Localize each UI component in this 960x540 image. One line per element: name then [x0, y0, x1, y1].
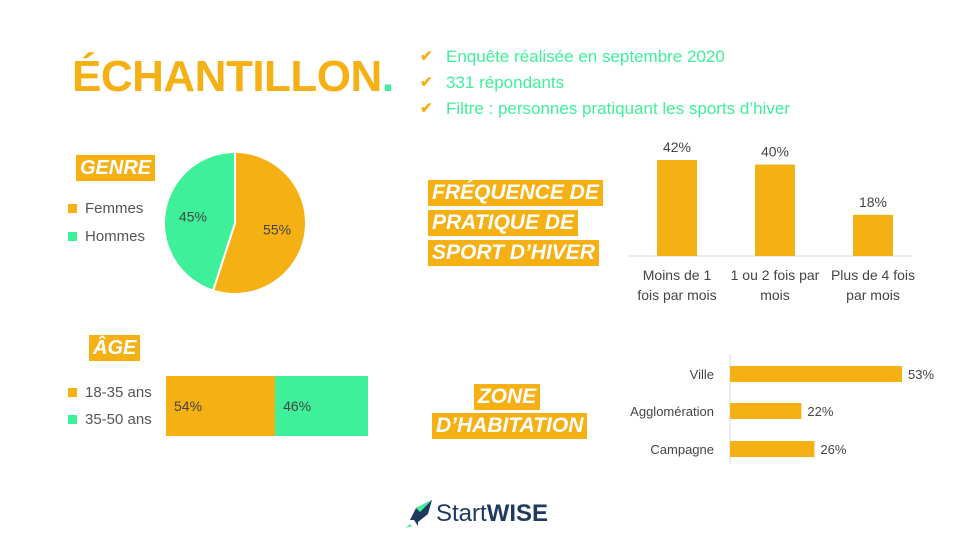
zone-bar: [730, 366, 902, 382]
pie-data-label: 55%: [263, 222, 291, 238]
legend-swatch: [68, 415, 77, 424]
survey-info-text: Filtre : personnes pratiquant les sports…: [446, 99, 790, 118]
frequence-bar-chart: 42% 40% 18% Moins de 1 fois par mois 1 o…: [628, 139, 915, 303]
frequence-heading-line: PRATIQUE DE: [428, 210, 578, 236]
page-title: ÉCHANTILLON.: [72, 52, 394, 102]
age-legend-35-50: 35-50 ans: [68, 411, 152, 428]
zone-data-label: 22%: [807, 404, 833, 419]
frequence-data-label: 18%: [859, 194, 887, 210]
zone-heading-line: ZONE: [473, 384, 541, 410]
title-dot: .: [381, 52, 394, 101]
frequence-heading-line: SPORT D’HIVER: [428, 240, 599, 266]
age-legend-18-35: 18-35 ans: [68, 384, 152, 401]
frequence-bar: [657, 160, 697, 256]
legend-label: Femmes: [85, 200, 144, 217]
survey-info-item: ✔ 331 répondants: [420, 70, 790, 96]
zone-data-label: 53%: [908, 367, 934, 382]
frequence-tick-label: par mois: [846, 287, 900, 303]
survey-info-text: 331 répondants: [446, 73, 565, 92]
frequence-tick-label: 1 ou 2 fois par: [731, 267, 820, 283]
check-icon: ✔: [420, 48, 433, 65]
frequence-heading: FRÉQUENCE DE PRATIQUE DE SPORT D’HIVER: [428, 180, 603, 266]
check-icon: ✔: [420, 100, 433, 117]
age-data-label: 54%: [174, 398, 202, 414]
genre-pie-chart: 55% 45%: [163, 150, 307, 295]
survey-info-item: ✔ Enquête réalisée en septembre 2020: [420, 44, 790, 70]
frequence-heading-line: FRÉQUENCE DE: [428, 180, 603, 206]
frequence-tick-label: Plus de 4 fois: [831, 267, 915, 283]
title-text: ÉCHANTILLON: [72, 52, 382, 101]
frequence-tick-label: Moins de 1: [643, 267, 712, 283]
legend-swatch: [68, 388, 77, 397]
check-icon: ✔: [420, 74, 433, 91]
legend-swatch: [68, 204, 77, 213]
legend-label: 35-50 ans: [85, 411, 152, 428]
genre-legend-femmes: Femmes: [68, 200, 143, 217]
age-bar-segment-35-50: [275, 376, 368, 436]
frequence-tick-label: fois par mois: [637, 287, 716, 303]
zone-tick-label: Ville: [690, 367, 714, 382]
zone-bar: [730, 441, 815, 457]
logo-text-start: Start: [436, 500, 487, 527]
age-stacked-bar-chart: 54% 46%: [166, 376, 368, 436]
legend-label: 18-35 ans: [85, 384, 152, 401]
frequence-data-label: 40%: [761, 144, 789, 160]
survey-info-text: Enquête réalisée en septembre 2020: [446, 47, 725, 66]
age-data-label: 46%: [283, 398, 311, 414]
zone-heading: ZONE D’HABITATION: [432, 384, 588, 439]
legend-swatch: [68, 232, 77, 241]
frequence-bar: [755, 164, 795, 256]
zone-heading-line: D’HABITATION: [432, 413, 588, 439]
frequence-data-label: 42%: [663, 139, 691, 155]
frequence-tick-label: mois: [760, 287, 790, 303]
rocket-icon: [406, 500, 432, 528]
genre-legend-hommes: Hommes: [68, 228, 145, 245]
age-bar-segment-18-35: [166, 376, 276, 436]
pie-data-label: 45%: [179, 208, 207, 224]
age-heading: ÂGE: [89, 335, 141, 361]
legend-label: Hommes: [85, 228, 146, 245]
zone-tick-label: Campagne: [650, 442, 714, 457]
zone-bar-chart: Ville Agglomération Campagne 53% 22% 26%: [630, 354, 934, 464]
pie-slice-hommes: [163, 150, 236, 292]
frequence-bar: [853, 214, 893, 256]
logo-text-wise: WISE: [486, 500, 549, 527]
survey-info-item: ✔ Filtre : personnes pratiquant les sport…: [420, 96, 790, 122]
pie-slice-femmes: [211, 150, 307, 295]
genre-heading: GENRE: [76, 155, 156, 181]
zone-data-label: 26%: [820, 442, 846, 457]
zone-bar: [730, 403, 802, 419]
startwise-logo: Start WISE: [404, 498, 548, 530]
survey-info-list: ✔ Enquête réalisée en septembre 2020 ✔ 331…: [420, 44, 790, 122]
zone-tick-label: Agglomération: [630, 404, 714, 419]
